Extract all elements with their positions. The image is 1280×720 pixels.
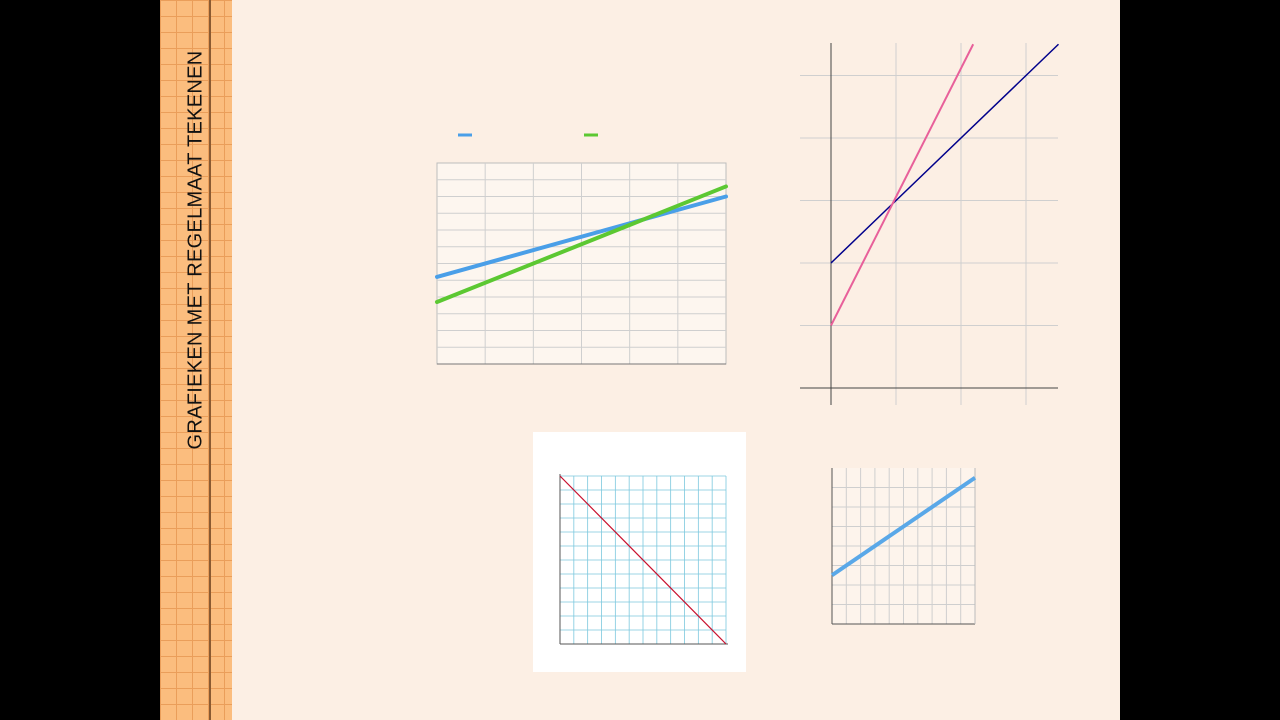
series-line-hatice (830, 43, 975, 326)
chart-reinigingsmelk-panel (533, 432, 746, 672)
chart-van-wanten-pak-maar-aan (435, 133, 728, 365)
slide: GRAFIEKEN MET REGELMAAT TEKENEN (160, 0, 1120, 720)
sidebar-margin-line (209, 0, 211, 720)
charts-canvas (435, 43, 1060, 645)
chart-spaargeld (830, 468, 977, 625)
sidebar-decoration (160, 0, 232, 720)
series-line-spaargeld (830, 476, 977, 577)
series-line-van-wanten (435, 194, 728, 279)
series-line-inhoud (559, 475, 727, 645)
series-line-stijn (830, 43, 1060, 264)
chart-inkomsten (800, 43, 1060, 405)
series-line-pak-maar-aan (435, 184, 728, 305)
chart-reinigingsmelk (559, 474, 728, 645)
